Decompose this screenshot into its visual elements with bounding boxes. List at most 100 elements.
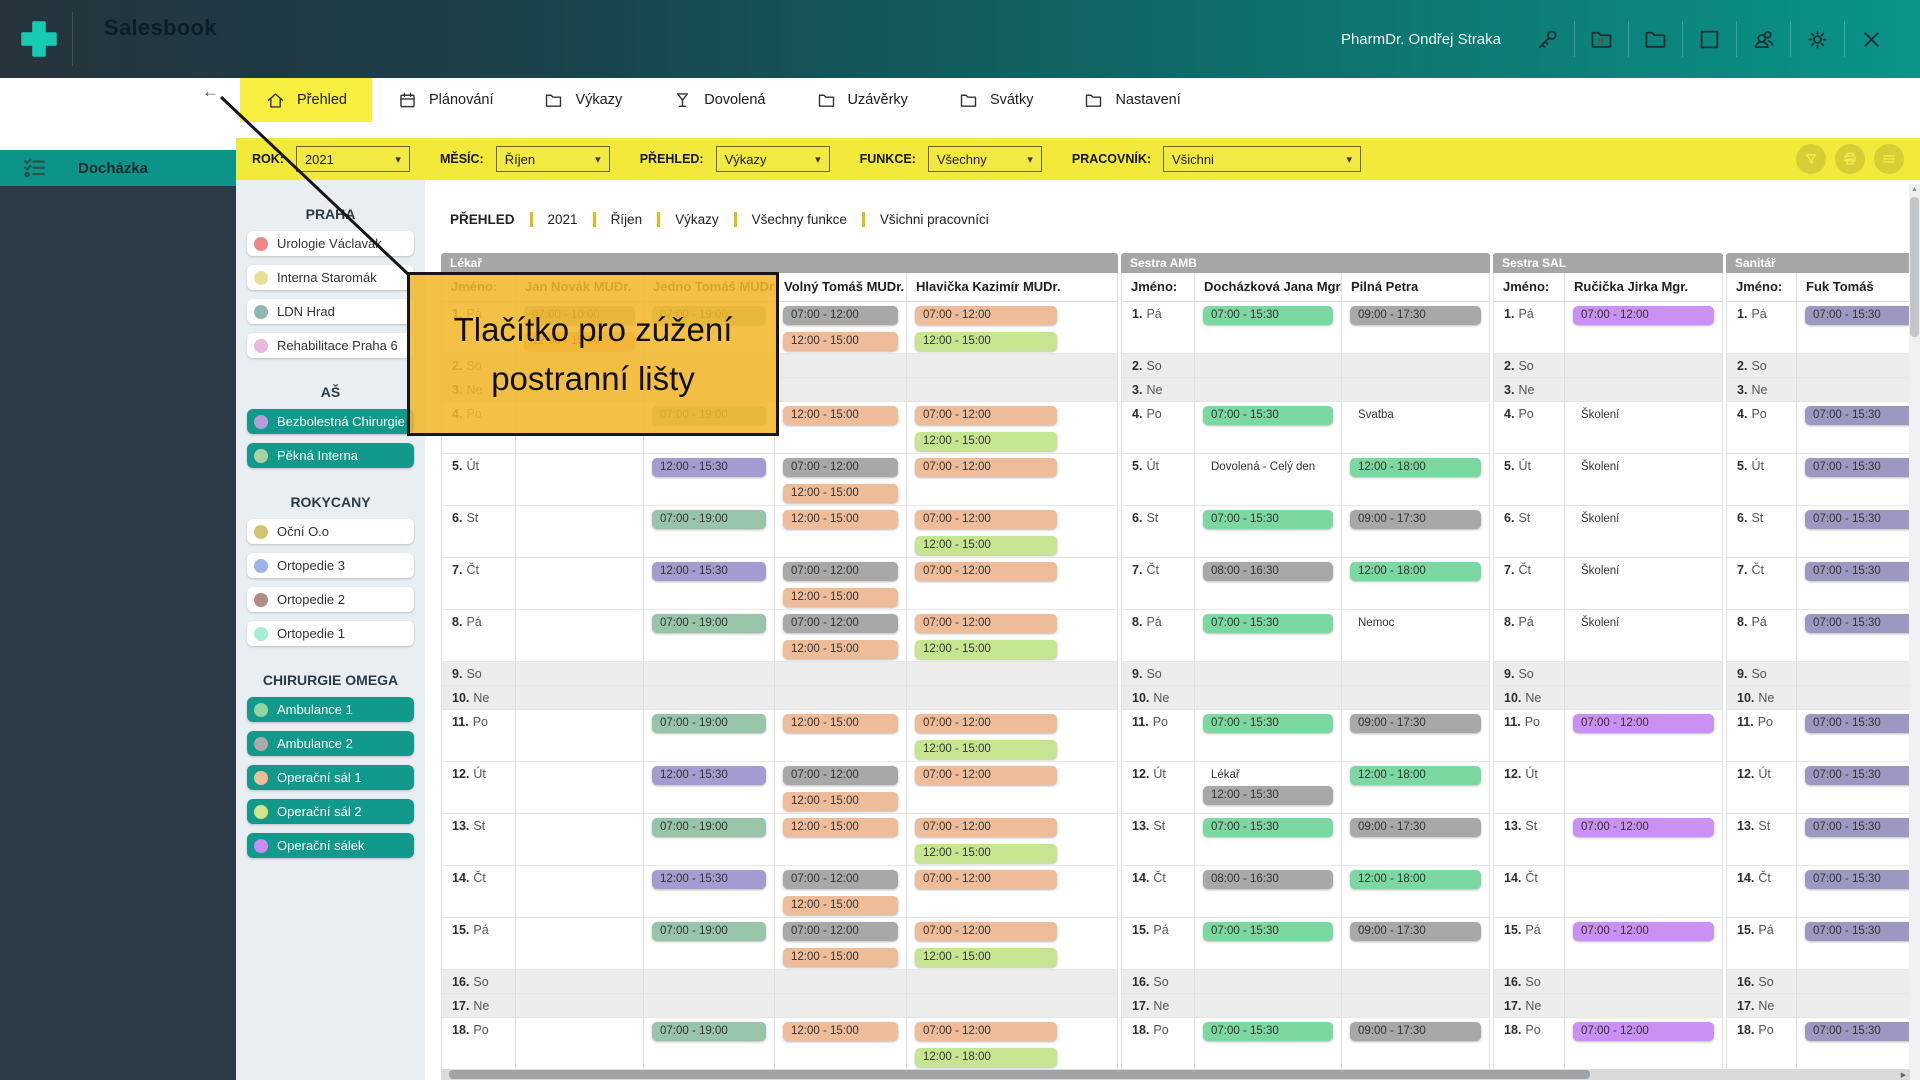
collapse-sidebar-button[interactable]: ← bbox=[202, 82, 219, 101]
scroll-right-icon[interactable]: ▶ bbox=[1900, 1071, 1907, 1079]
tab-planovani[interactable]: Plánování bbox=[372, 78, 519, 122]
tab-svatky[interactable]: Svátky bbox=[933, 78, 1059, 122]
absence-note[interactable]: Školení bbox=[1581, 461, 1620, 473]
shift-chip[interactable]: 07:00 - 15:30 bbox=[1805, 714, 1910, 733]
shift-chip[interactable]: 07:00 - 12:00 bbox=[915, 510, 1057, 529]
users-icon[interactable] bbox=[1737, 0, 1790, 78]
shift-chip[interactable]: 09:00 - 17:30 bbox=[1350, 1022, 1481, 1041]
prehled-select[interactable]: Výkazy ▾ bbox=[715, 146, 830, 172]
shift-chip[interactable]: 09:00 - 17:30 bbox=[1350, 818, 1481, 837]
shift-chip[interactable]: 07:00 - 19:00 bbox=[652, 510, 766, 529]
shift-chip[interactable]: 09:00 - 17:30 bbox=[1350, 922, 1481, 941]
shift-chip[interactable]: 12:00 - 18:00 bbox=[915, 1048, 1057, 1067]
shift-chip[interactable]: 07:00 - 19:00 bbox=[652, 714, 766, 733]
shift-chip[interactable]: 09:00 - 17:30 bbox=[1350, 306, 1481, 325]
shift-chip[interactable]: 12:00 - 15:00 bbox=[915, 640, 1057, 659]
absence-note[interactable]: Svatba bbox=[1358, 409, 1394, 421]
shift-chip[interactable]: 07:00 - 12:00 bbox=[915, 818, 1057, 837]
sidebar-item[interactable]: Rehabilitace Praha 6 bbox=[247, 333, 414, 358]
horizontal-scrollbar[interactable]: ▶ bbox=[441, 1069, 1910, 1080]
shift-chip[interactable]: 07:00 - 12:00 bbox=[783, 562, 898, 581]
shift-chip[interactable]: 08:00 - 16:30 bbox=[1203, 562, 1333, 581]
sidebar-item[interactable]: Ortopedie 2 bbox=[247, 587, 414, 612]
funkce-select[interactable]: Všechny ▾ bbox=[927, 146, 1042, 172]
shift-chip[interactable]: 07:00 - 15:30 bbox=[1805, 818, 1910, 837]
shift-chip[interactable]: 07:00 - 19:00 bbox=[652, 614, 766, 633]
shift-chip[interactable]: 07:00 - 12:00 bbox=[1573, 922, 1714, 941]
sidebar-item[interactable]: Oční O.o bbox=[247, 519, 414, 544]
shift-chip[interactable]: 12:00 - 15:00 bbox=[783, 792, 898, 811]
shift-chip[interactable]: 12:00 - 15:30 bbox=[652, 870, 766, 889]
shift-chip[interactable]: 07:00 - 12:00 bbox=[783, 922, 898, 941]
shift-chip[interactable]: 07:00 - 12:00 bbox=[783, 306, 898, 325]
sidebar-item[interactable]: Operační sál 2 bbox=[247, 799, 414, 824]
shift-chip[interactable]: 12:00 - 15:30 bbox=[1203, 786, 1333, 805]
key-icon[interactable] bbox=[1521, 0, 1574, 78]
user-name[interactable]: PharmDr. Ondřej Straka bbox=[1340, 30, 1501, 48]
vertical-scroll-thumb[interactable] bbox=[1910, 197, 1919, 337]
scroll-up-icon[interactable]: ▲ bbox=[1911, 186, 1918, 193]
shift-chip[interactable]: 07:00 - 12:00 bbox=[915, 458, 1057, 477]
shift-chip[interactable]: 07:00 - 15:30 bbox=[1805, 1022, 1910, 1041]
absence-note[interactable]: Nemoc bbox=[1358, 617, 1395, 629]
shift-chip[interactable]: 07:00 - 12:00 bbox=[915, 406, 1057, 425]
shift-chip[interactable]: 07:00 - 12:00 bbox=[783, 870, 898, 889]
shift-chip[interactable]: 12:00 - 15:00 bbox=[915, 332, 1057, 351]
absence-note[interactable]: Školení bbox=[1581, 617, 1620, 629]
sidebar-item[interactable]: Ambulance 2 bbox=[247, 731, 414, 756]
sidebar-item[interactable]: Operační sál 1 bbox=[247, 765, 414, 790]
tab-vykazy[interactable]: Výkazy bbox=[518, 78, 647, 122]
shift-chip[interactable]: 12:00 - 18:00 bbox=[1350, 766, 1481, 785]
vertical-scrollbar[interactable]: ▲ bbox=[1909, 184, 1920, 1080]
shift-chip[interactable]: 07:00 - 15:30 bbox=[1805, 614, 1910, 633]
shift-chip[interactable]: 07:00 - 12:00 bbox=[1573, 306, 1714, 325]
shift-chip[interactable]: 12:00 - 15:00 bbox=[783, 896, 898, 915]
sidebar-item[interactable]: Pěkná Interna bbox=[247, 443, 414, 468]
shift-chip[interactable]: 07:00 - 12:00 bbox=[915, 922, 1057, 941]
shift-chip[interactable]: 07:00 - 19:00 bbox=[652, 1022, 766, 1041]
shift-chip[interactable]: 12:00 - 18:00 bbox=[1350, 562, 1481, 581]
shift-chip[interactable]: 07:00 - 12:00 bbox=[783, 614, 898, 633]
pracovnik-select[interactable]: Všichni ▾ bbox=[1163, 146, 1362, 172]
shift-chip[interactable]: 07:00 - 15:30 bbox=[1203, 1022, 1333, 1041]
absence-note[interactable]: Lékař bbox=[1211, 769, 1240, 781]
shift-chip[interactable]: 12:00 - 15:00 bbox=[783, 1022, 898, 1041]
shift-chip[interactable]: 07:00 - 15:30 bbox=[1203, 922, 1333, 941]
shift-chip[interactable]: 12:00 - 18:00 bbox=[1350, 870, 1481, 889]
shift-chip[interactable]: 07:00 - 15:30 bbox=[1203, 406, 1333, 425]
shift-chip[interactable]: 07:00 - 12:00 bbox=[1573, 714, 1714, 733]
shift-chip[interactable]: 07:00 - 15:30 bbox=[1805, 306, 1910, 325]
tab-prehled[interactable]: Přehled bbox=[240, 78, 372, 122]
sidebar-item[interactable]: Ambulance 1 bbox=[247, 697, 414, 722]
shift-chip[interactable]: 12:00 - 15:00 bbox=[783, 714, 898, 733]
shift-chip[interactable]: 12:00 - 15:00 bbox=[783, 406, 898, 425]
shift-chip[interactable]: 07:00 - 12:00 bbox=[915, 306, 1057, 325]
sidebar-item[interactable]: LDN Hrad bbox=[247, 299, 414, 324]
shift-chip[interactable]: 07:00 - 12:00 bbox=[1573, 818, 1714, 837]
shift-chip[interactable]: 12:00 - 15:00 bbox=[915, 948, 1057, 967]
sidebar-item[interactable]: Interna Staromák bbox=[247, 265, 414, 290]
shift-chip[interactable]: 12:00 - 15:00 bbox=[783, 588, 898, 607]
shift-chip[interactable]: 12:00 - 18:00 bbox=[1350, 458, 1481, 477]
shift-chip[interactable]: 07:00 - 12:00 bbox=[915, 614, 1057, 633]
absence-note[interactable]: Školení bbox=[1581, 565, 1620, 577]
shift-chip[interactable]: 12:00 - 15:00 bbox=[783, 332, 898, 351]
shift-chip[interactable]: 07:00 - 12:00 bbox=[783, 458, 898, 477]
shift-chip[interactable]: 07:00 - 19:00 bbox=[652, 922, 766, 941]
absence-note[interactable]: Školení bbox=[1581, 409, 1620, 421]
shift-chip[interactable]: 07:00 - 15:30 bbox=[1203, 714, 1333, 733]
shift-chip[interactable]: 12:00 - 15:00 bbox=[783, 484, 898, 503]
rok-select[interactable]: 2021 ▾ bbox=[295, 146, 410, 172]
shift-chip[interactable]: 07:00 - 15:30 bbox=[1805, 766, 1910, 785]
shift-chip[interactable]: 12:00 - 15:30 bbox=[652, 458, 766, 477]
shift-chip[interactable]: 07:00 - 15:30 bbox=[1805, 510, 1910, 529]
absence-note[interactable]: Dovolená - Celý den bbox=[1211, 461, 1316, 473]
shift-chip[interactable]: 07:00 - 12:00 bbox=[1573, 1022, 1714, 1041]
shift-chip[interactable]: 12:00 - 15:00 bbox=[783, 948, 898, 967]
tab-dovolena[interactable]: Dovolená bbox=[647, 78, 790, 122]
shift-chip[interactable]: 07:00 - 12:00 bbox=[915, 766, 1057, 785]
shift-chip[interactable]: 12:00 - 15:00 bbox=[783, 640, 898, 659]
shift-chip[interactable]: 07:00 - 15:30 bbox=[1203, 818, 1333, 837]
shift-chip[interactable]: 07:00 - 19:00 bbox=[652, 818, 766, 837]
tab-nastaveni[interactable]: Nastavení bbox=[1058, 78, 1205, 122]
